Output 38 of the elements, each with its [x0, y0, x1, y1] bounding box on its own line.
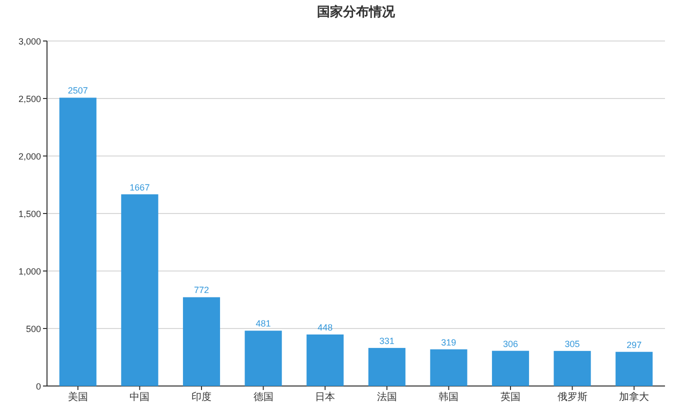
x-tick-label: 俄罗斯: [557, 391, 588, 403]
y-tick-label: 3,000: [18, 36, 41, 46]
x-tick-label: 印度: [192, 391, 212, 403]
bar: [430, 349, 468, 386]
x-tick-label: 英国: [500, 391, 520, 403]
chart-title: 国家分布情况: [317, 4, 396, 19]
x-tick-label: 德国: [253, 392, 274, 403]
data-label: 331: [379, 336, 394, 346]
x-tick-label: 加拿大: [619, 391, 650, 403]
data-label: 772: [194, 285, 210, 296]
bar: [306, 334, 344, 386]
bar: [368, 348, 406, 386]
bar: [492, 350, 530, 386]
x-tick-label: 中国: [130, 391, 150, 403]
data-label: 319: [441, 337, 456, 348]
bar: [554, 350, 591, 386]
data-label: 305: [564, 338, 580, 349]
bar: [121, 194, 158, 386]
data-label: 297: [626, 340, 642, 350]
bar: [182, 297, 220, 386]
x-tick-label: 韩国: [438, 391, 459, 403]
data-label: 481: [256, 318, 271, 329]
data-label: 306: [502, 338, 518, 349]
bar: [244, 330, 282, 386]
x-tick-label: 法国: [376, 391, 397, 403]
data-label: 2507: [68, 86, 88, 96]
x-tick-label: 美国: [68, 391, 88, 403]
x-tick-label: 日本: [315, 391, 336, 403]
bar: [616, 352, 653, 386]
y-tick-label: 0: [36, 382, 41, 392]
y-tick-label: 500: [26, 324, 41, 334]
y-tick-label: 2,000: [18, 152, 41, 162]
y-tick-label: 1,500: [18, 209, 41, 219]
data-label: 448: [318, 322, 333, 332]
data-label: 1667: [130, 182, 150, 192]
y-tick-label: 2,500: [18, 94, 41, 104]
y-tick-label: 1,000: [18, 266, 41, 276]
bar: [59, 98, 96, 386]
